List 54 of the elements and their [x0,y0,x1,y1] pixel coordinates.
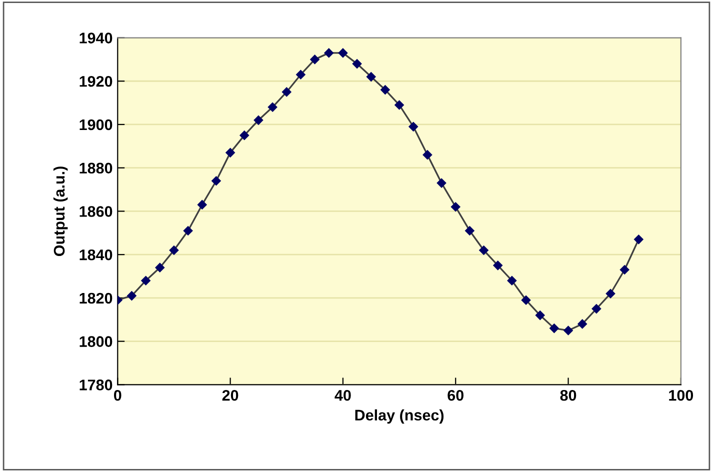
point [564,326,573,336]
y-tick-label: 1800 [80,336,112,347]
point [450,202,460,212]
point [436,178,446,188]
point [507,276,517,286]
point [226,148,235,158]
x-tick-label: 80 [560,390,576,401]
point [183,226,193,236]
y-tick-label: 1920 [80,76,112,87]
point [493,260,502,270]
point [578,319,587,329]
point [268,102,278,112]
x-tick-label: 60 [448,390,464,401]
point [606,288,616,298]
point [634,234,644,244]
y-tick-label: 1880 [80,162,112,174]
x-tick-label: 100 [669,390,694,401]
point [296,70,306,80]
point [479,246,488,255]
point [352,59,362,68]
x-axis-title: Delay (nsec) [355,409,444,424]
y-tick-label: 1820 [80,292,112,304]
y-axis-title: Output (a.u.) [53,166,68,256]
point [620,265,630,274]
point [282,87,292,97]
point [465,226,474,236]
y-tick-label: 1840 [80,249,112,260]
point [338,48,348,58]
y-tick-label: 1860 [80,206,112,217]
point [240,130,250,140]
x-tick-label: 0 [114,390,122,401]
x-tick-label: 40 [334,390,351,401]
point [310,54,320,64]
point [521,295,531,305]
point [592,304,602,314]
x-tick-label: 20 [222,390,238,401]
point [380,85,390,94]
point [127,291,136,300]
point [422,150,432,160]
point [198,200,207,210]
point [169,246,179,255]
point [550,324,559,333]
point [141,276,150,286]
point [155,262,165,272]
y-tick-label: 1900 [80,119,112,130]
point [254,116,264,125]
point [408,122,418,132]
point [535,310,545,320]
point [366,72,376,82]
y-tick-label: 1940 [80,32,112,44]
y-tick-label: 1780 [80,380,112,390]
point [212,176,221,186]
point [324,48,334,58]
point [394,100,404,110]
